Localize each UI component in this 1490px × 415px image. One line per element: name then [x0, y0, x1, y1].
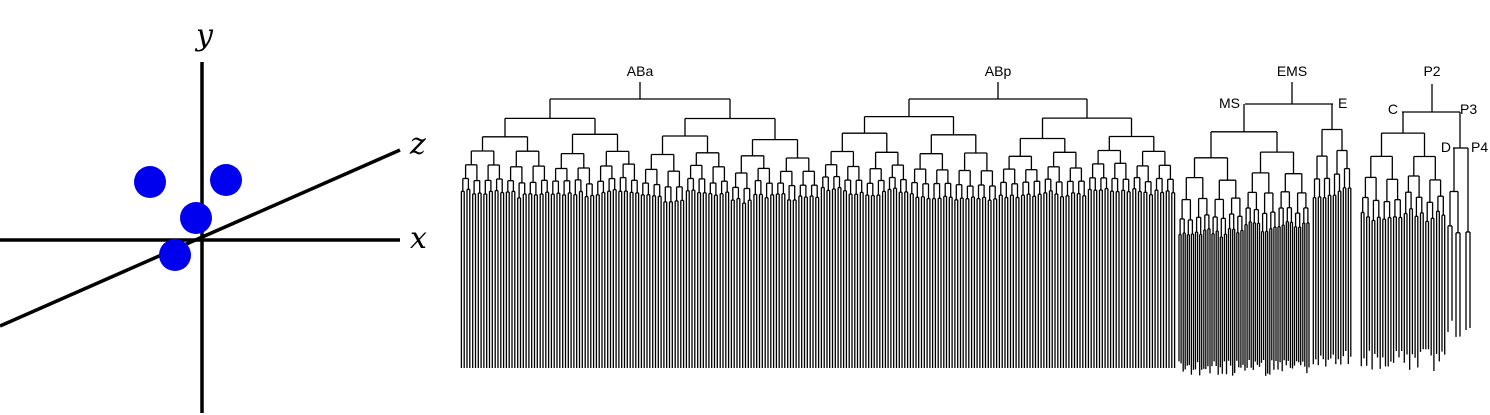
label-e: E	[1338, 95, 1347, 111]
label-d: D	[1441, 139, 1451, 155]
label-ms: MS	[1219, 95, 1240, 111]
label-ems: EMS	[1277, 63, 1307, 79]
label-p2: P2	[1423, 63, 1440, 79]
point	[210, 164, 242, 196]
point	[180, 202, 212, 234]
y-axis-label: y	[194, 18, 214, 53]
label-abp: ABp	[985, 63, 1012, 79]
label-aba: ABa	[627, 63, 654, 79]
axes-diagram: x y z	[0, 18, 427, 413]
label-p3: P3	[1460, 101, 1477, 117]
label-p4: P4	[1471, 139, 1488, 155]
z-axis-line	[0, 148, 401, 328]
point	[134, 166, 166, 198]
point	[159, 239, 191, 271]
x-axis-label: x	[410, 221, 427, 256]
label-c: C	[1388, 101, 1398, 117]
lineage-labels: ABa ABp EMS MS E P2 C P3 D P4	[627, 63, 1489, 155]
z-axis-label: z	[409, 127, 426, 162]
lineage-tree	[460, 82, 1471, 376]
